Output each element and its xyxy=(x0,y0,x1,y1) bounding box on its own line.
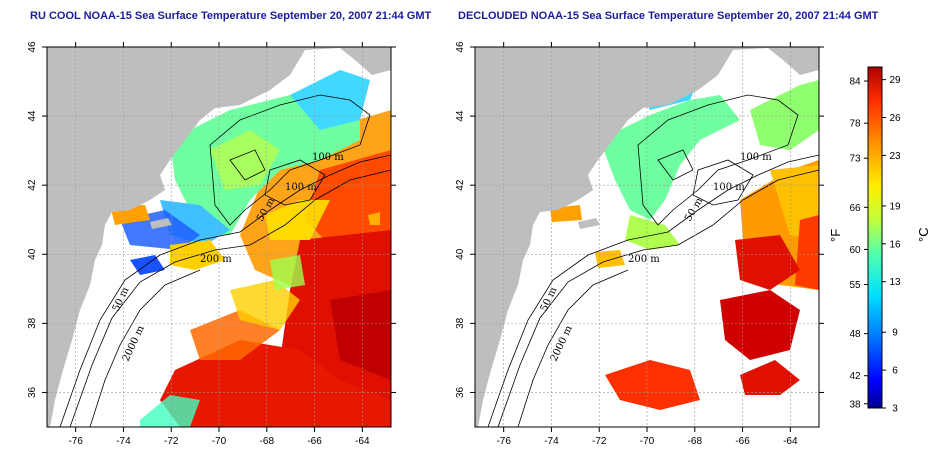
colorbar-ticks: 29 26 23 19 16 13 9 6 3 84 78 73 66 60 55 48 42 38 xyxy=(849,75,901,414)
celsius-tick-label: 3 xyxy=(892,404,898,415)
left-lon-tick-label: -70 xyxy=(212,436,227,447)
fahrenheit-tick-label: 42 xyxy=(849,371,861,382)
right-lat-tick-label: 42 xyxy=(455,179,466,191)
right-lon-tick-label: -76 xyxy=(496,436,511,447)
left-lat-tick-label: 42 xyxy=(27,179,38,191)
left-map-title: RU COOL NOAA-15 Sea Surface Temperature … xyxy=(30,10,432,22)
right-lat-tick-label: 38 xyxy=(455,317,466,329)
celsius-tick-label: 26 xyxy=(889,113,901,124)
left-land xyxy=(47,47,391,427)
celsius-unit-label: °C xyxy=(916,227,931,242)
left-lat-tick-label: 46 xyxy=(27,41,38,53)
celsius-tick-label: 16 xyxy=(889,239,901,250)
temperature-colorbar: 29 26 23 19 16 13 9 6 3 84 78 73 66 60 55 48 42 38 °F °C xyxy=(828,66,931,415)
left-lon-tick-label: -72 xyxy=(164,436,179,447)
celsius-tick-label: 6 xyxy=(892,366,898,377)
left-lon-tick-label: -64 xyxy=(355,436,370,447)
right-lon-tick-label: -70 xyxy=(640,436,655,447)
left-lat-tick-label: 40 xyxy=(27,248,38,260)
celsius-tick-label: 23 xyxy=(889,151,901,162)
fahrenheit-tick-label: 78 xyxy=(849,119,861,130)
celsius-tick-label: 9 xyxy=(892,328,898,339)
left-lon-tick-label: -74 xyxy=(116,436,131,447)
left-bathymetry-contours xyxy=(59,94,391,427)
left-map-panel: 100 m 100 m 50 m 200 m 50 m 2000 m -76 -7… xyxy=(27,41,396,447)
right-lon-tick-label: -64 xyxy=(783,436,798,447)
left-lat-tick-label: 38 xyxy=(27,317,38,329)
right-graticule xyxy=(475,46,819,427)
right-lon-tick-label: -74 xyxy=(544,436,559,447)
left-graticule xyxy=(47,46,391,427)
right-lon-tick-label: -72 xyxy=(592,436,607,447)
left-lat-tick-label: 44 xyxy=(27,110,38,122)
right-lat-tick-label: 46 xyxy=(455,41,466,53)
left-axis-ticks: -76 -74 -72 -70 -68 -66 -64 46 44 42 40 38 36 xyxy=(27,41,396,447)
right-sst-field xyxy=(476,60,819,410)
left-contour-label-4: 200 m xyxy=(200,254,232,265)
celsius-tick-label: 19 xyxy=(889,201,901,212)
right-land xyxy=(475,47,819,427)
left-lon-tick-label: -66 xyxy=(307,436,322,447)
fahrenheit-unit-label: °F xyxy=(828,229,843,242)
fahrenheit-tick-label: 48 xyxy=(849,329,861,340)
right-contour-label-4: 200 m xyxy=(628,254,660,265)
right-lat-tick-label: 44 xyxy=(455,110,466,122)
left-lat-tick-label: 36 xyxy=(27,386,38,398)
right-lat-tick-label: 40 xyxy=(455,248,466,260)
left-lon-tick-label: -76 xyxy=(68,436,83,447)
right-lon-tick-label: -68 xyxy=(688,436,703,447)
left-lon-tick-label: -68 xyxy=(260,436,275,447)
fahrenheit-tick-label: 55 xyxy=(849,280,861,291)
left-sst-field xyxy=(48,58,391,427)
right-lat-tick-label: 36 xyxy=(455,386,466,398)
fahrenheit-tick-label: 60 xyxy=(849,245,861,256)
colorbar-gradient xyxy=(867,66,883,409)
fahrenheit-tick-label: 84 xyxy=(849,77,861,88)
left-contour-label-1: 100 m xyxy=(312,152,344,163)
fahrenheit-tick-label: 66 xyxy=(849,203,861,214)
celsius-tick-label: 29 xyxy=(889,75,901,86)
right-contour-label-2: 100 m xyxy=(713,182,745,193)
celsius-tick-label: 13 xyxy=(889,277,901,288)
fahrenheit-tick-label: 73 xyxy=(849,154,861,165)
right-map-panel: 100 m 100 m 50 m 200 m 50 m 2000 m -76 -7… xyxy=(455,41,824,447)
right-axis-ticks: -76 -74 -72 -70 -68 -66 -64 46 44 42 40 38 36 xyxy=(455,41,824,447)
right-bathymetry-contours xyxy=(487,94,819,427)
right-map-title: DECLOUDED NOAA-15 Sea Surface Temperatur… xyxy=(458,10,879,22)
left-contour-label-2: 100 m xyxy=(285,182,317,193)
fahrenheit-tick-label: 38 xyxy=(849,399,861,410)
right-lon-tick-label: -66 xyxy=(735,436,750,447)
right-contour-label-1: 100 m xyxy=(740,152,772,163)
